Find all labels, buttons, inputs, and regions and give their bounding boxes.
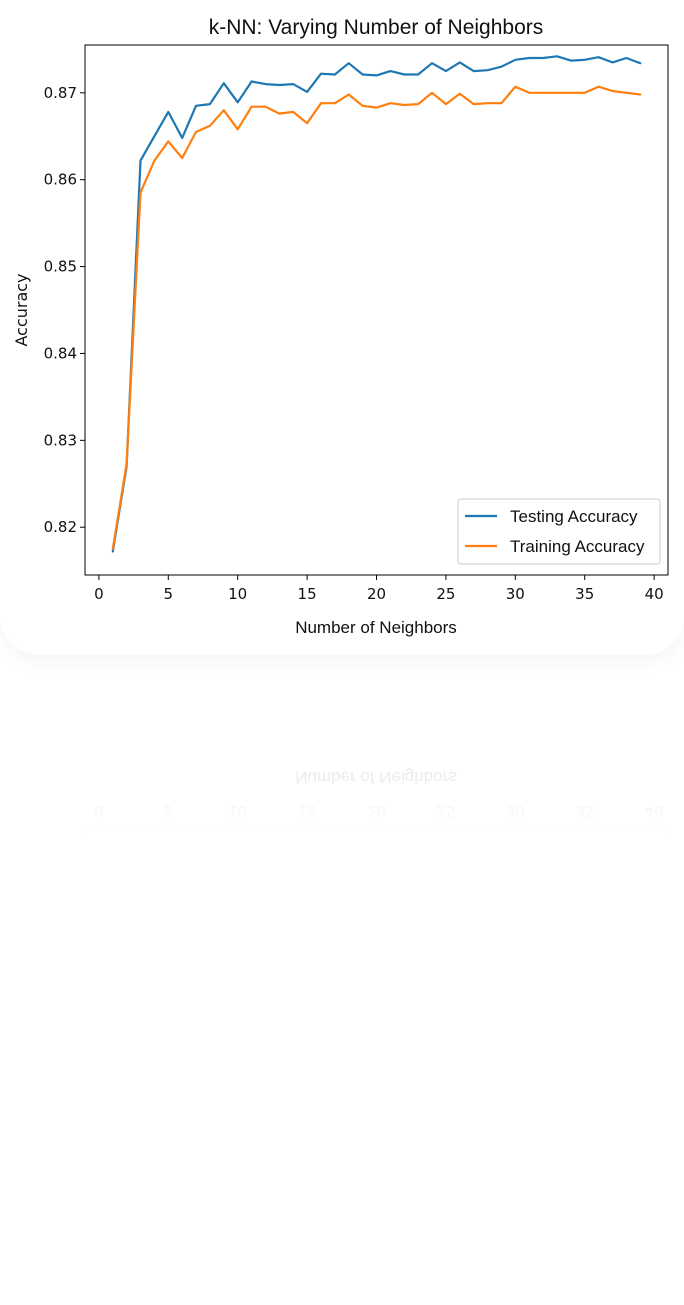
x-tick-label: 5 — [164, 802, 174, 820]
y-tick-label: 0.84 — [44, 344, 77, 362]
legend-label: Training Accuracy — [510, 537, 645, 556]
x-tick-label: 25 — [436, 802, 455, 820]
y-tick-label: 0.86 — [44, 171, 77, 189]
x-tick-label: 30 — [506, 585, 525, 603]
legend-label: Testing Accuracy — [510, 507, 638, 526]
x-tick-label: 0 — [94, 802, 104, 820]
y-tick-label: 0.87 — [44, 84, 77, 102]
series-line-testing-accuracy — [111, 55, 642, 553]
x-tick-label: 35 — [575, 585, 594, 603]
x-tick-label: 40 — [645, 585, 664, 603]
reflection-x-axis-label: Number of Neighbors — [295, 768, 457, 787]
y-tick-label: 0.82 — [44, 518, 77, 536]
chart-reflection: 05101520253035400.820.830.840.850.860.87… — [0, 655, 684, 845]
legend-box — [457, 498, 661, 565]
reflection-group: 05101520253035400.820.830.840.850.860.87… — [84, 768, 669, 845]
x-tick-label: 40 — [645, 802, 664, 820]
chart-card: k-NN: Varying Number of Neighbors Accura… — [12, 16, 669, 637]
x-tick-label: 10 — [228, 585, 247, 603]
chart-title: k-NN: Varying Number of Neighbors — [209, 16, 544, 39]
x-tick-label: 20 — [367, 802, 386, 820]
chart-svg: k-NN: Varying Number of Neighbors Accura… — [12, 16, 669, 637]
legend: Testing Accuracy Training Accuracy — [457, 498, 661, 565]
x-tick-label: 25 — [436, 585, 455, 603]
plot-frame — [84, 829, 669, 845]
x-tick-label: 20 — [367, 585, 386, 603]
x-tick-label: 10 — [228, 802, 247, 820]
plot-area: 0 5 10 15 20 25 30 35 40 0.82 0.83 0.84 0.85 0.86 0.87… — [44, 44, 669, 603]
legend-box — [457, 840, 661, 845]
x-tick-label: 35 — [575, 802, 594, 820]
x-tick-label: 0 — [94, 585, 104, 603]
x-tick-label: 30 — [506, 802, 525, 820]
y-tick-label: 0.83 — [44, 431, 77, 449]
x-tick-label: 15 — [298, 802, 317, 820]
reflection-svg: 05101520253035400.820.830.840.850.860.87… — [84, 768, 669, 845]
y-tick-label: 0.85 — [44, 258, 77, 276]
x-axis-label: Number of Neighbors — [295, 618, 457, 637]
series-line-training-accuracy — [111, 85, 642, 551]
plot-frame — [84, 44, 669, 576]
x-tick-label: 15 — [298, 585, 317, 603]
x-tick-label: 5 — [164, 585, 174, 603]
y-axis-label: Accuracy — [12, 273, 31, 346]
